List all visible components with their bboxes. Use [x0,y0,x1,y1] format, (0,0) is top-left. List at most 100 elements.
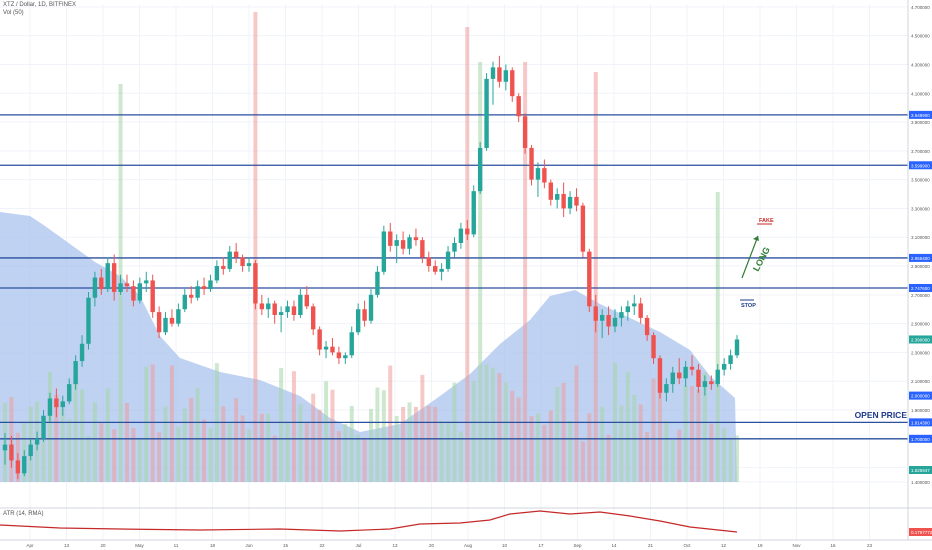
volume-bar [388,365,393,482]
price-tick-label: 2.100000 [911,379,930,384]
symbol-legend[interactable]: XTZ / Dollar, 1D, BITFINEX [3,2,77,8]
price-level-tag-label: 1.700000 [911,437,930,442]
volume-bar [304,423,309,482]
price-level-tag-label: 1.814300 [911,420,930,425]
candle-body [567,196,573,209]
volume-bar [259,413,264,482]
price-level-tag-label: 2.956400 [911,256,930,261]
time-tick-label: Jun [245,543,253,548]
volume-bar [105,388,110,482]
volume-bar [137,437,142,482]
candle-body [715,369,720,385]
candle-body [548,182,553,200]
price-tick-label: 4.700000 [911,5,930,10]
volume-bar [683,385,688,482]
candle-body [156,312,162,333]
candle-body [728,355,733,364]
candle-body [529,147,534,180]
time-tick-label: 14 [611,543,617,548]
candle-body [632,303,637,307]
candle-body [34,438,40,445]
price-tick-label: 3.700000 [911,149,930,154]
candle-body [266,303,271,310]
candle-body [92,277,98,298]
volume-bar [690,386,695,482]
volume-bar [433,406,438,482]
time-axis[interactable]: Apr 13 20 May 11 18 Jun 15 22 Jul 13 20 Aug 10 17 Sep 14… [0,539,932,548]
candle-body [721,363,727,370]
volume-bar [491,367,495,482]
volume-bar [189,397,194,482]
candle-body [105,263,110,290]
price-tick-label: 1.400000 [911,480,930,485]
candle-body [709,381,714,385]
volume-bar [696,389,701,482]
candle-body [638,303,643,318]
time-tick-label: Nov [792,543,801,548]
volume-bar [561,383,566,482]
candle-body [41,415,46,439]
candle-body [657,358,663,393]
volume-bar [465,27,470,482]
volume-bar [728,439,733,482]
candle-body [593,306,598,321]
time-tick-label: 16 [830,543,836,548]
price-tick-label: 2.500000 [911,322,930,327]
candle-body [407,237,412,249]
volume-legend[interactable]: Vol (50) [3,10,24,16]
stop-label: STOP [741,303,756,309]
volume-bar [381,390,386,482]
candle-body [285,306,290,313]
volume-bar [548,410,553,482]
volume-bar [362,438,367,482]
candle-body [343,355,348,359]
volume-bar [67,419,72,482]
volume-bar [131,427,136,482]
candle-body [221,266,226,269]
volume-bar [452,382,457,482]
candle-body [555,194,560,200]
volume-bar [208,428,213,482]
candle-body [214,266,220,281]
price-axis[interactable]: 4.700000 4.500000 4.300000 4.100000 3.900000… [907,0,932,540]
candle-body [400,240,406,249]
candle-body [336,352,342,359]
volume-bar [298,404,303,482]
candle-body [355,309,361,333]
candle-body [433,266,438,272]
volume-bar [439,420,444,482]
candle-body [9,444,14,461]
volume-bar [407,402,412,482]
candle-body [304,294,309,307]
candle-body [73,361,78,385]
price-level-tag [909,418,932,427]
volume-bar [497,373,502,482]
volume-bar [336,431,341,482]
atr-legend[interactable]: ATR (14, RMA) [3,511,44,517]
price-tick-label: 1.900000 [911,408,930,413]
candle-body [574,196,579,206]
time-tick-label: Jul [356,543,362,548]
price-level-tag-label: 2.000000 [911,394,930,399]
volume-bar [446,423,451,482]
candle-body [182,294,187,310]
price-level-tag [909,391,932,400]
volume-bar [157,432,162,482]
volume-bar [176,426,181,482]
volume-bar [41,435,46,482]
price-tick-label: 4.100000 [911,91,930,96]
candle-body [227,251,232,269]
long-arrow-head-icon [753,236,759,241]
price-level-tag-label: 2.747600 [911,286,930,291]
time-tick-label: 17 [538,543,544,548]
volume-bar [625,372,630,482]
candle-body [503,70,509,82]
volume-bar [150,364,155,482]
volume-bar [227,423,232,482]
time-tick-label: 10 [502,543,508,548]
volume-bar [285,422,290,482]
volume-bar [722,428,727,482]
price-tick-label: 3.500000 [911,178,930,183]
volume-value-tag [909,466,932,474]
